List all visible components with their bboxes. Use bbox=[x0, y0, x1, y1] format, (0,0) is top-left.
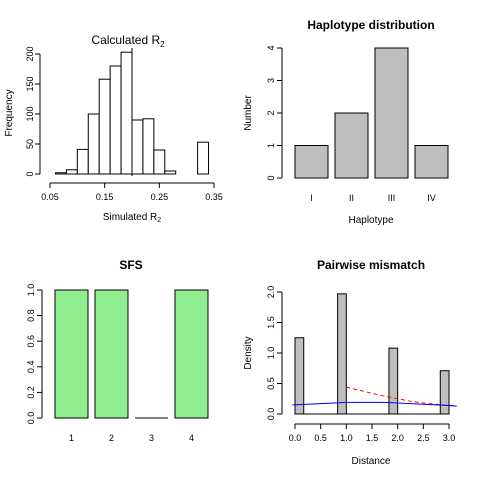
histogram-bar bbox=[142, 118, 155, 175]
histogram-bar bbox=[164, 170, 177, 175]
panel1-title: Calculated R2 bbox=[91, 33, 165, 49]
y-tick-label: 2 bbox=[266, 110, 276, 115]
panel3-axes: 1 2 3 4 0.0 0.2 0.4 0.6 0.8 1.0 bbox=[26, 284, 194, 443]
histogram-bar bbox=[109, 65, 122, 175]
y-tick-label: 0.6 bbox=[26, 335, 36, 348]
x-tick-label: 0.25 bbox=[151, 192, 169, 202]
x-tick-label: 0.0 bbox=[289, 433, 302, 443]
fitted-curve-blue bbox=[292, 401, 457, 407]
y-tick-label: 1.5 bbox=[266, 316, 276, 329]
histogram-bar bbox=[76, 148, 89, 175]
y-tick-label: 1 bbox=[266, 143, 276, 148]
y-tick-label: 100 bbox=[25, 106, 35, 121]
y-tick-label: 150 bbox=[25, 76, 35, 91]
x-category-label: IV bbox=[427, 193, 436, 203]
bar bbox=[374, 47, 409, 179]
y-tick-label: 0.2 bbox=[26, 386, 36, 399]
panel4-axes: 0.0 0.5 1.0 1.5 2.0 2.5 3.0 0.0 0.5 1.0 1.5 2.0 bbox=[266, 286, 455, 443]
panel1-title-subscript: 2 bbox=[160, 40, 165, 49]
bar bbox=[414, 145, 449, 179]
y-tick-label: 4 bbox=[266, 45, 276, 50]
y-tick-label: 1.0 bbox=[266, 347, 276, 360]
panel4-xlabel: Distance bbox=[352, 456, 391, 467]
y-tick-label: 3 bbox=[266, 78, 276, 83]
x-tick-label: 1.0 bbox=[340, 433, 353, 443]
histogram-bar bbox=[87, 113, 100, 175]
x-category-label: II bbox=[349, 193, 354, 203]
y-tick-label: 0.8 bbox=[26, 309, 36, 322]
expected-curve-red bbox=[346, 386, 457, 407]
x-category-label: 1 bbox=[69, 433, 74, 443]
x-category-label: 3 bbox=[149, 433, 154, 443]
panel4-title: Pairwise mismatch bbox=[317, 258, 425, 272]
histogram-bar bbox=[197, 141, 210, 175]
y-tick-label: 0 bbox=[266, 175, 276, 180]
x-tick-label: 1.5 bbox=[366, 433, 379, 443]
panel2-ylabel: Number bbox=[243, 95, 254, 131]
y-tick-label: 1.0 bbox=[26, 284, 36, 297]
density-bar bbox=[439, 370, 450, 415]
bar bbox=[334, 112, 369, 179]
panel4-density-curves bbox=[292, 386, 457, 407]
histogram-bar bbox=[120, 51, 133, 175]
panel2-title: Haplotype distribution bbox=[307, 18, 434, 32]
x-category-label: 2 bbox=[109, 433, 114, 443]
histogram-bar bbox=[98, 78, 111, 175]
y-tick-label: 0 bbox=[25, 171, 35, 176]
panel3-title: SFS bbox=[119, 258, 142, 272]
histogram-bar bbox=[54, 172, 67, 175]
panel-pairwise-mismatch: Pairwise mismatch 0.0 0.5 1.0 1.5 2.0 2.5 3.00… bbox=[243, 258, 457, 467]
panel2-xlabel: Haplotype bbox=[348, 215, 393, 226]
bar bbox=[54, 289, 89, 419]
panel1-histogram-bars bbox=[54, 51, 210, 175]
density-bar bbox=[388, 347, 399, 415]
density-bar bbox=[294, 337, 305, 415]
panel1-xlabel: Simulated R2 bbox=[103, 212, 161, 224]
bar bbox=[294, 145, 329, 179]
y-tick-label: 200 bbox=[25, 46, 35, 61]
x-tick-label: 0.35 bbox=[205, 192, 223, 202]
y-tick-label: 0.0 bbox=[266, 408, 276, 421]
x-tick-label: 2.0 bbox=[391, 433, 404, 443]
x-tick-label: 3.0 bbox=[443, 433, 456, 443]
histogram-bar bbox=[65, 169, 78, 175]
bar bbox=[94, 289, 129, 419]
histogram-bar bbox=[131, 119, 144, 175]
x-category-label: I bbox=[310, 193, 313, 203]
x-tick-label: 0.15 bbox=[96, 192, 114, 202]
y-tick-label: 50 bbox=[25, 139, 35, 149]
panel4-density-bars bbox=[294, 293, 450, 415]
x-category-label: 4 bbox=[189, 433, 194, 443]
panel1-xlabel-subscript: 2 bbox=[157, 217, 161, 224]
panel-sfs: SFS 1 2 3 4 0.0 0.2 0.4 0.6 0.8 1.0 bbox=[26, 258, 209, 443]
x-tick-label: 0.05 bbox=[41, 192, 59, 202]
density-bar bbox=[337, 293, 347, 415]
y-tick-label: 0.5 bbox=[266, 377, 276, 390]
y-tick-label: 0.4 bbox=[26, 361, 36, 374]
bar bbox=[174, 289, 209, 419]
panel2-bars bbox=[294, 47, 449, 179]
x-category-label: III bbox=[388, 193, 396, 203]
histogram-bar bbox=[153, 149, 166, 175]
panel-calculated-r2: Calculated R2 0.05 0.15 0.25 0.35 0 50 100 150 2… bbox=[4, 33, 223, 224]
x-tick-label: 2.5 bbox=[417, 433, 430, 443]
y-tick-label: 2.0 bbox=[266, 286, 276, 299]
panel1-axes: 0.05 0.15 0.25 0.35 0 50 100 150 200 bbox=[25, 46, 223, 202]
y-tick-label: 0.0 bbox=[26, 412, 36, 425]
x-tick-label: 0.5 bbox=[314, 433, 327, 443]
panel1-ylabel: Frequency bbox=[4, 89, 15, 136]
panel3-bars bbox=[54, 289, 209, 419]
panel4-ylabel: Density bbox=[243, 336, 254, 369]
